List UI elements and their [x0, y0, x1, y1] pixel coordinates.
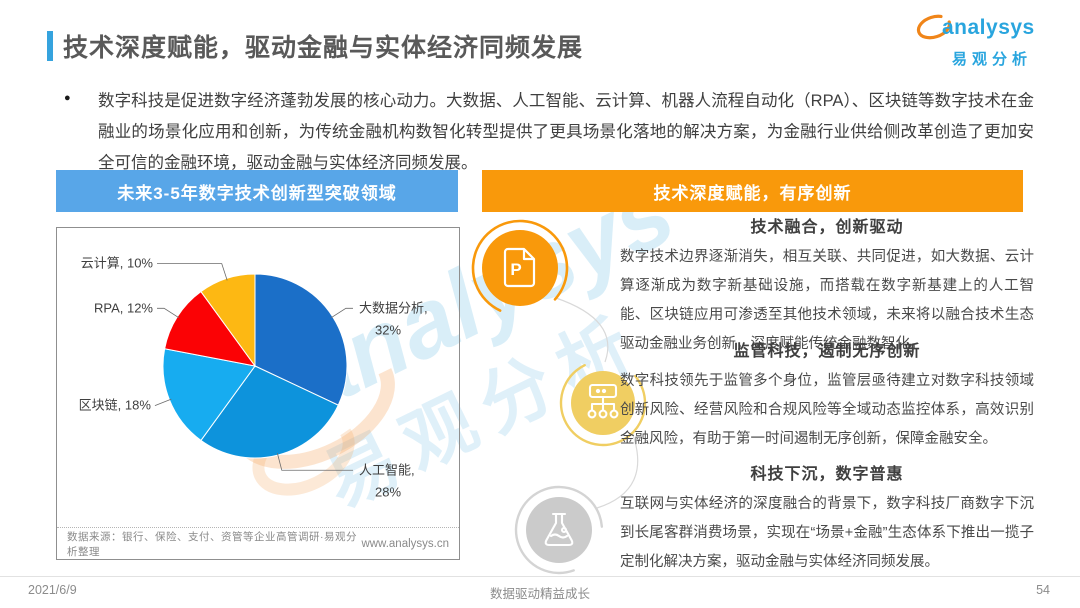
- section-tech-inclusion: 科技下沉，数字普惠 互联网与实体经济的深度融合的背景下，数字科技厂商数字下沉到长…: [620, 460, 1034, 577]
- section-body: 数字技术边界逐渐消失，相互关联、共同促进，如大数据、云计算逐渐成为数字新基础设施…: [620, 249, 1034, 352]
- pie-label: 区块链, 18%: [79, 398, 152, 413]
- pie-leader-line: [157, 263, 228, 281]
- pie-leader-line: [276, 453, 353, 471]
- section-body: 互联网与实体经济的深度融合的背景下，数字科技厂商数字下沉到长尾客群消费场景，实现…: [620, 496, 1034, 570]
- section-body: 数字科技领先于监管多个身位，监管层亟待建立对数字科技领域创新风险、经营风险和合规…: [620, 373, 1034, 447]
- svg-text:P: P: [510, 260, 521, 279]
- title-accent-bar: [47, 31, 53, 61]
- logo-swirl-icon: [916, 14, 952, 40]
- source-note: 数据来源：银行、保险、支付、资管等企业高管调研·易观分析整理: [67, 530, 357, 558]
- footer-slogan: 数据驱动精益成长: [489, 587, 590, 601]
- pie-chart-box: 大数据分析, 32% 人工智能, 28% 区块链, 18% RPA, 12% 云计算, 10…: [56, 227, 460, 560]
- section-title: 技术融合，创新驱动: [750, 219, 904, 236]
- pie-label: 大数据分析, 32%: [359, 300, 428, 337]
- logo-text-cn: 易观分析: [952, 51, 1033, 68]
- footer-divider: [0, 576, 1080, 577]
- right-panel-header: 技术深度赋能，有序创新: [482, 170, 1023, 212]
- pie-label: RPA, 12%: [94, 300, 153, 315]
- pie-leader-line: [157, 307, 180, 319]
- page-number: 54: [1036, 583, 1050, 597]
- pie-leader-line: [330, 307, 353, 319]
- footer: 2021/6/9 数据驱动精益成长 54: [0, 583, 1080, 608]
- section-tech-fusion: 技术融合，创新驱动 数字技术边界逐渐消失，相互关联、共同促进，如大数据、云计算逐…: [620, 213, 1034, 359]
- page-title: 技术深度赋能，驱动金融与实体经济同频发展: [63, 34, 584, 62]
- left-panel-header: 未来3-5年数字技术创新型突破领域: [56, 170, 458, 212]
- footer-date: 2021/6/9: [28, 583, 77, 597]
- pie-chart: 大数据分析, 32% 人工智能, 28% 区块链, 18% RPA, 12% 云计算, 10…: [79, 256, 428, 500]
- intro-paragraph: ● 数字科技是促进数字经济蓬勃发展的核心动力。大数据、人工智能、云计算、机器人流…: [64, 86, 1034, 179]
- pie-label: 云计算, 10%: [81, 256, 154, 271]
- flask-icon: [514, 485, 604, 575]
- logo-text-en: analysys: [942, 16, 1035, 39]
- source-row: 数据来源：银行、保险、支付、资管等企业高管调研·易观分析整理 www.analy…: [57, 527, 459, 559]
- document-p-icon: P: [471, 219, 569, 317]
- section-title: 科技下沉，数字普惠: [750, 466, 904, 483]
- analysys-logo: analysys 易观分析: [916, 14, 1052, 69]
- pie-leader-line: [154, 398, 172, 406]
- section-title: 监管科技，遏制无序创新: [733, 343, 921, 360]
- bullet-icon: ●: [64, 92, 71, 104]
- pie-label: 人工智能, 28%: [359, 462, 415, 499]
- intro-text: 数字科技是促进数字经济蓬勃发展的核心动力。大数据、人工智能、云计算、机器人流程自…: [98, 92, 1034, 172]
- page-header: 技术深度赋能，驱动金融与实体经济同频发展: [47, 28, 583, 64]
- section-regtech: 监管科技，遏制无序创新 数字科技领先于监管多个身位，监管层亟待建立对数字科技领域…: [620, 337, 1034, 454]
- website-link[interactable]: www.analysys.cn: [361, 537, 449, 550]
